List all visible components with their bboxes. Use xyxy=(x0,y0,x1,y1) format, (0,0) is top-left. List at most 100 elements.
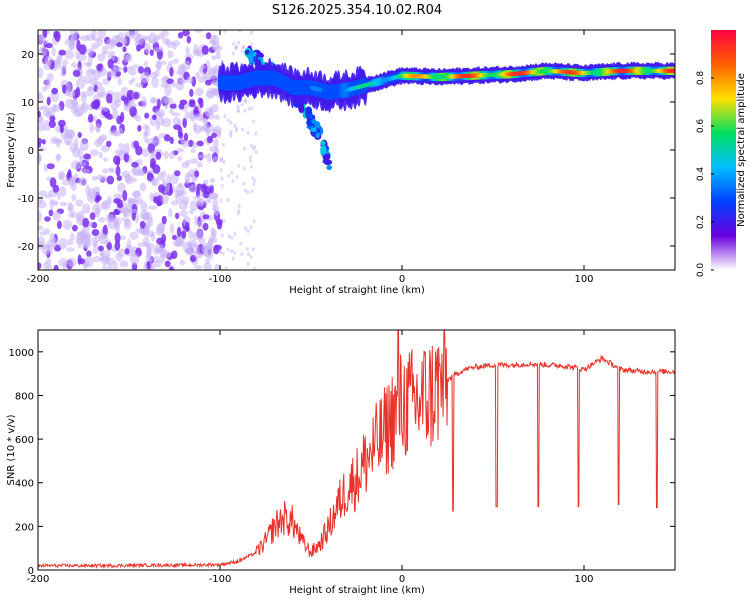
noise-blob xyxy=(76,210,85,223)
noise-blob xyxy=(115,165,121,177)
noise-blob xyxy=(223,114,227,119)
noise-blob xyxy=(56,192,62,200)
noise-blob xyxy=(92,70,101,81)
noise-blob xyxy=(209,192,219,200)
noise-blob xyxy=(118,127,123,135)
noise-blob xyxy=(188,229,193,240)
noise-blob xyxy=(219,198,223,203)
noise-blob xyxy=(96,64,102,71)
noise-blob xyxy=(224,266,228,270)
noise-blob xyxy=(207,251,214,260)
noise-blob xyxy=(149,217,154,227)
noise-blob xyxy=(51,46,56,57)
noise-blob xyxy=(143,60,148,67)
noise-blob xyxy=(123,66,128,73)
noise-blob xyxy=(85,184,91,196)
branch-blob xyxy=(305,106,313,115)
noise-blob xyxy=(156,33,165,40)
branch-blob xyxy=(248,50,254,57)
snr-y-ticks: 0 200 400 600 800 1000 xyxy=(9,348,675,577)
noise-blob xyxy=(117,77,122,86)
x-tick-label: 0 xyxy=(399,574,405,585)
noise-blob xyxy=(70,160,81,170)
branch-blob xyxy=(248,55,254,65)
noise-blob xyxy=(148,205,158,210)
noise-blob xyxy=(129,231,139,240)
noise-blob xyxy=(97,174,104,181)
noise-blob xyxy=(58,258,68,267)
branch-blob xyxy=(320,140,326,146)
noise-blob xyxy=(103,157,108,162)
noise-blob xyxy=(135,33,144,46)
noise-blob xyxy=(152,114,157,121)
noise-blob xyxy=(196,229,203,239)
noise-blob xyxy=(38,210,43,223)
noise-blob xyxy=(249,255,253,260)
noise-blob xyxy=(179,79,188,84)
noise-blob xyxy=(203,179,209,185)
y-tick-label: 800 xyxy=(15,391,34,402)
noise-blob xyxy=(68,178,76,187)
noise-blob xyxy=(195,244,200,255)
noise-blob xyxy=(44,216,51,222)
noise-blob xyxy=(156,49,163,60)
noise-blob xyxy=(186,35,192,44)
noise-blob xyxy=(59,124,64,134)
noise-blob xyxy=(48,209,54,217)
noise-blob xyxy=(161,118,172,128)
branch-blob xyxy=(320,145,327,155)
noise-blob xyxy=(122,54,131,63)
noise-blob xyxy=(38,236,46,247)
noise-blob xyxy=(46,163,55,170)
noise-blob xyxy=(160,83,169,88)
noise-blob xyxy=(185,248,191,253)
noise-blob xyxy=(135,197,144,205)
noise-blob xyxy=(179,259,186,266)
noise-blob xyxy=(49,200,59,205)
noise-blob xyxy=(251,176,255,180)
noise-blob xyxy=(106,242,113,251)
noise-blob xyxy=(153,260,162,268)
noise-blob xyxy=(93,255,101,263)
noise-blob xyxy=(182,196,190,205)
noise-blob xyxy=(107,50,113,61)
noise-blob xyxy=(157,171,164,181)
noise-blob xyxy=(38,225,44,231)
noise-blob xyxy=(115,98,121,108)
branch-blob xyxy=(326,165,333,171)
noise-blob xyxy=(97,53,106,62)
noise-blob xyxy=(72,97,78,109)
x-tick-label: -100 xyxy=(209,274,232,285)
noise-blob xyxy=(112,260,118,270)
noise-blob xyxy=(66,88,76,98)
noise-blob xyxy=(246,229,250,234)
noise-blob xyxy=(237,164,241,168)
noise-blob xyxy=(142,236,150,244)
noise-blob xyxy=(149,49,154,56)
noise-blob xyxy=(194,264,202,270)
figure-title: S126.2025.354.10.02.R04 xyxy=(272,3,442,18)
noise-blob xyxy=(121,95,127,102)
noise-blob xyxy=(177,32,184,39)
noise-blob xyxy=(150,158,157,168)
noise-blob xyxy=(129,253,140,265)
noise-blob xyxy=(91,221,98,229)
noise-blob xyxy=(202,222,209,231)
noise-blob xyxy=(221,142,225,147)
noise-blob xyxy=(75,234,83,245)
noise-blob xyxy=(159,112,164,119)
noise-blob xyxy=(97,245,104,252)
noise-blob xyxy=(242,45,245,50)
noise-blob xyxy=(220,233,224,238)
noise-blob xyxy=(162,250,171,258)
noise-blob xyxy=(105,214,115,224)
colorbar-ticks: 0.0 0.2 0.4 0.6 0.8 xyxy=(696,71,714,277)
noise-blob xyxy=(133,92,140,100)
x-tick-label: 100 xyxy=(574,574,593,585)
noise-blob xyxy=(198,237,206,245)
noise-blob xyxy=(67,257,77,267)
noise-blob xyxy=(250,42,254,47)
noise-blob xyxy=(124,217,130,227)
noise-blob xyxy=(38,115,44,125)
